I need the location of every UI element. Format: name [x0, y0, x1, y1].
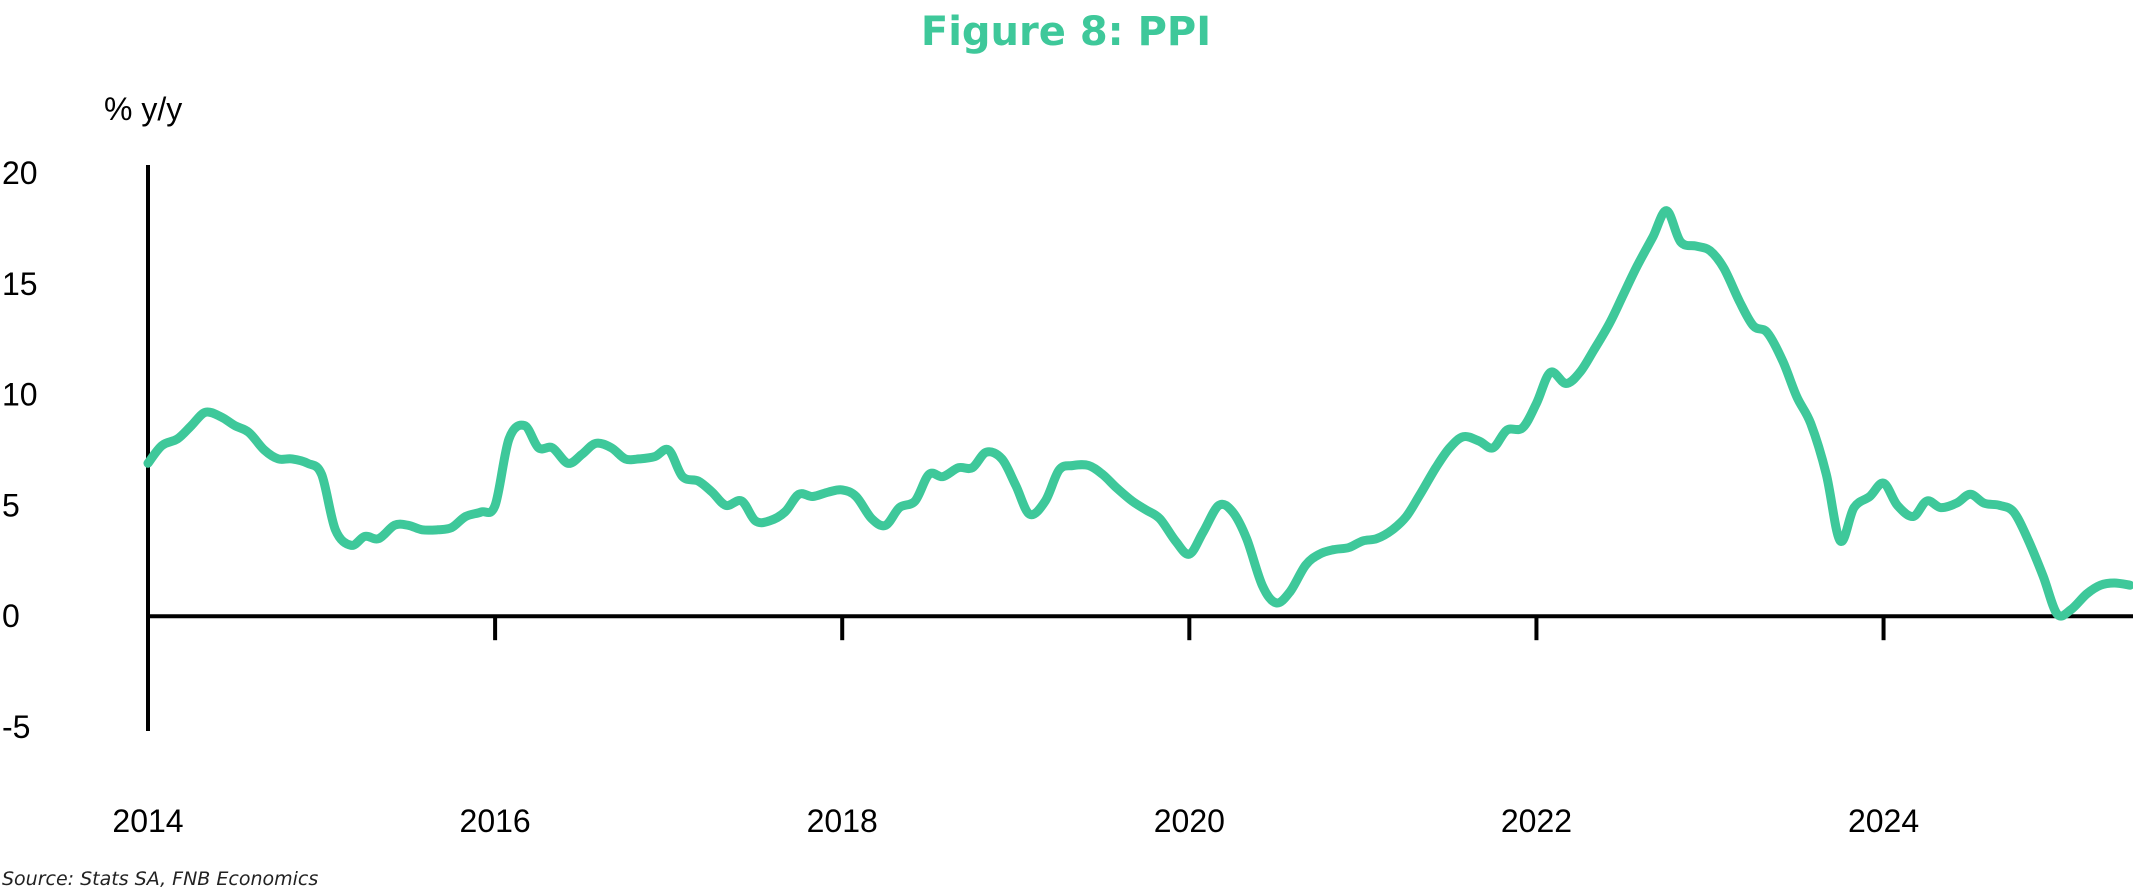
y-tick-label: 20	[2, 155, 38, 191]
y-tick-label: 5	[2, 487, 20, 523]
x-tick-label: 2018	[807, 803, 878, 839]
x-tick-label: 2014	[112, 803, 183, 839]
y-tick-label: 15	[2, 266, 38, 302]
x-tick-label: 2022	[1501, 803, 1572, 839]
source-note: Source: Stats SA, FNB Economics	[2, 868, 318, 890]
y-tick-label: -5	[2, 709, 30, 745]
y-tick-label: 10	[2, 377, 38, 413]
series-line-ppi	[143, 206, 2133, 621]
chart-title: Figure 8: PPI	[921, 9, 1211, 55]
y-axis-label: % y/y	[104, 91, 182, 127]
x-axis: 2014 2016 2018 2020 2022 2024	[112, 614, 2133, 839]
y-tick-label: 0	[2, 598, 20, 634]
x-tick-label: 2016	[460, 803, 531, 839]
y-tick-labels: 20 15 10 5 0 -5	[2, 155, 38, 745]
x-tick-label: 2024	[1848, 803, 1919, 839]
x-tick-label: 2020	[1154, 803, 1225, 839]
